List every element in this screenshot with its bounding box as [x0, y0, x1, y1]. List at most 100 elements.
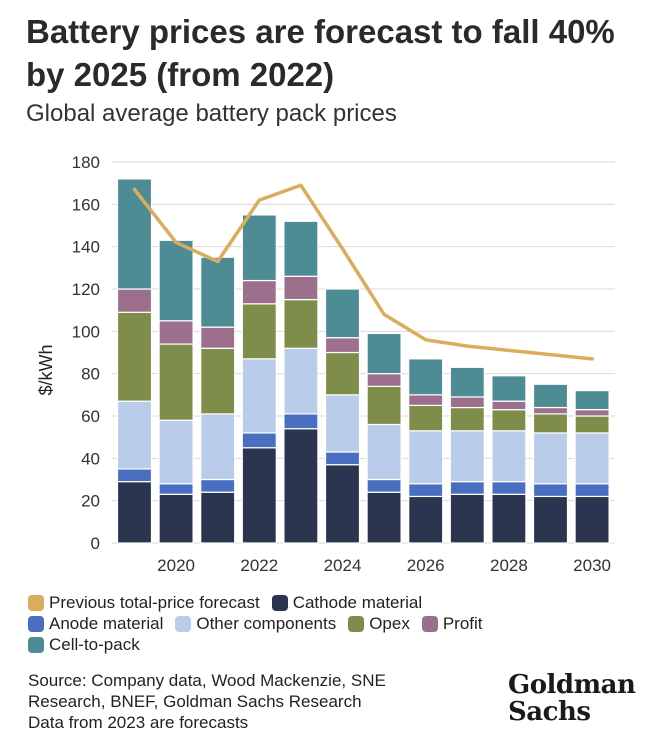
bar-segment-profit [449, 396, 485, 409]
bar-segment-cell-to-pack [366, 332, 402, 375]
bar-segment-cell-to-pack [241, 214, 277, 282]
x-axis-ticks: 2020 2022 2024 2026 2028 2030 [157, 556, 611, 575]
bar-segment-other-components [200, 413, 236, 481]
y-tick-label: 80 [81, 365, 100, 384]
bar-segment-cell-to-pack [532, 383, 569, 409]
logo-line: Goldman [508, 670, 636, 700]
legend-swatch [28, 594, 44, 611]
x-tick-label: 2024 [324, 556, 362, 575]
bar-segment-opex [158, 343, 194, 421]
bar-segment-profit [116, 288, 153, 313]
bar-segment-cell-to-pack [408, 358, 444, 396]
bar-segment-other-components [241, 358, 277, 434]
legend-row: Cell-to-pack [28, 634, 648, 655]
legend-item: Previous total-price forecast [28, 593, 260, 613]
bar-segment-profit [532, 406, 569, 415]
bar-segment-profit [241, 279, 277, 305]
bar-segment-anode-material [491, 481, 527, 495]
legend-label: Profit [442, 613, 483, 633]
legend-label: Other components [196, 613, 337, 633]
bar-segment-other-components [366, 423, 402, 481]
y-axis-label: $/kWh [36, 344, 56, 395]
legend-item: Profit [421, 613, 483, 634]
bar-segment-anode-material [241, 432, 277, 449]
bar-segment-profit [366, 373, 402, 387]
bar-segment-cell-to-pack [574, 390, 610, 411]
legend-swatch [28, 615, 44, 632]
bar-segment-cathode-material [200, 491, 236, 544]
chart-subtitle: Global average battery pack prices [26, 100, 397, 127]
y-tick-label: 100 [72, 322, 100, 341]
bar-segment-other-components [408, 430, 444, 485]
bar-segment-profit [283, 275, 319, 301]
y-tick-label: 120 [72, 280, 100, 299]
legend-label: Anode material [49, 613, 164, 633]
bar-segment-anode-material [283, 413, 319, 430]
bar-segment-anode-material [200, 478, 236, 493]
bar-segment-opex [491, 409, 527, 432]
x-tick-label: 2026 [407, 556, 445, 575]
bar-segment-cathode-material [158, 493, 194, 544]
legend-swatch [348, 615, 365, 632]
bar-segment-cathode-material [574, 495, 610, 544]
legend-row: Previous total-price forecast Cathode mat… [28, 592, 648, 613]
legend-item: Other components [175, 614, 336, 634]
bar-segment-cell-to-pack [158, 239, 194, 322]
source-line: Research, BNEF, Goldman Sachs Research [28, 692, 362, 711]
bar-segment-cathode-material [241, 447, 277, 544]
bar-segment-other-components [283, 347, 319, 415]
bar-segment-cell-to-pack [324, 288, 361, 339]
x-tick-label: 2028 [490, 556, 528, 575]
source-line: Source: Company data, Wood Mackenzie, SN… [28, 671, 386, 690]
bar-segment-opex [408, 404, 444, 432]
stacked-bars [116, 178, 610, 544]
bar-segment-anode-material [116, 468, 153, 483]
bar-segment-opex [116, 311, 153, 402]
bar-segment-opex [200, 347, 236, 415]
bar-segment-cathode-material [116, 481, 153, 544]
bar-segment-other-components [532, 432, 569, 485]
legend-item: Cell-to-pack [28, 635, 140, 655]
legend-item: Opex [348, 614, 410, 634]
bar-segment-profit [574, 409, 610, 417]
bar-segment-cathode-material [324, 464, 361, 544]
bar-segment-cell-to-pack [200, 256, 236, 328]
x-tick-label: 2020 [157, 556, 195, 575]
bar-segment-profit [491, 400, 527, 411]
bar-segment-other-components [158, 419, 194, 485]
bar-segment-profit [324, 337, 361, 354]
bar-segment-cathode-material [283, 428, 319, 544]
legend-swatch [271, 594, 288, 611]
x-tick-label: 2022 [240, 556, 278, 575]
legend-label: Cell-to-pack [49, 634, 140, 654]
bar-segment-cell-to-pack [491, 375, 527, 402]
y-tick-label: 0 [91, 534, 100, 553]
chart-title: Battery prices are forecast to fall 40% … [26, 13, 615, 93]
bar-segment-anode-material [366, 478, 402, 493]
y-tick-label: 20 [81, 492, 100, 511]
bar-segment-opex [574, 415, 610, 434]
legend-swatch [175, 615, 192, 632]
legend-label: Cathode material [292, 592, 423, 612]
previous-forecast-line [132, 183, 594, 361]
bar-segment-opex [241, 303, 277, 360]
bar-segment-other-components [449, 430, 485, 483]
bar-segment-profit [158, 320, 194, 345]
bar-segment-opex [283, 298, 319, 349]
bar-segment-other-components [116, 400, 153, 470]
y-tick-label: 40 [81, 449, 100, 468]
bar-segment-profit [408, 394, 444, 407]
bar-segment-cathode-material [366, 491, 402, 544]
bar-segment-cathode-material [449, 493, 485, 544]
bar-segment-anode-material [532, 483, 569, 498]
bar-segment-cathode-material [408, 495, 444, 544]
bar-segment-other-components [324, 394, 361, 453]
gridlines [112, 161, 615, 544]
bar-segment-opex [366, 385, 402, 426]
chart-legend: Previous total-price forecast Cathode mat… [28, 592, 648, 655]
y-tick-label: 160 [72, 195, 100, 214]
logo-line: Sachs [508, 697, 591, 727]
bar-segment-other-components [491, 430, 527, 483]
legend-label: Previous total-price forecast [49, 592, 260, 612]
